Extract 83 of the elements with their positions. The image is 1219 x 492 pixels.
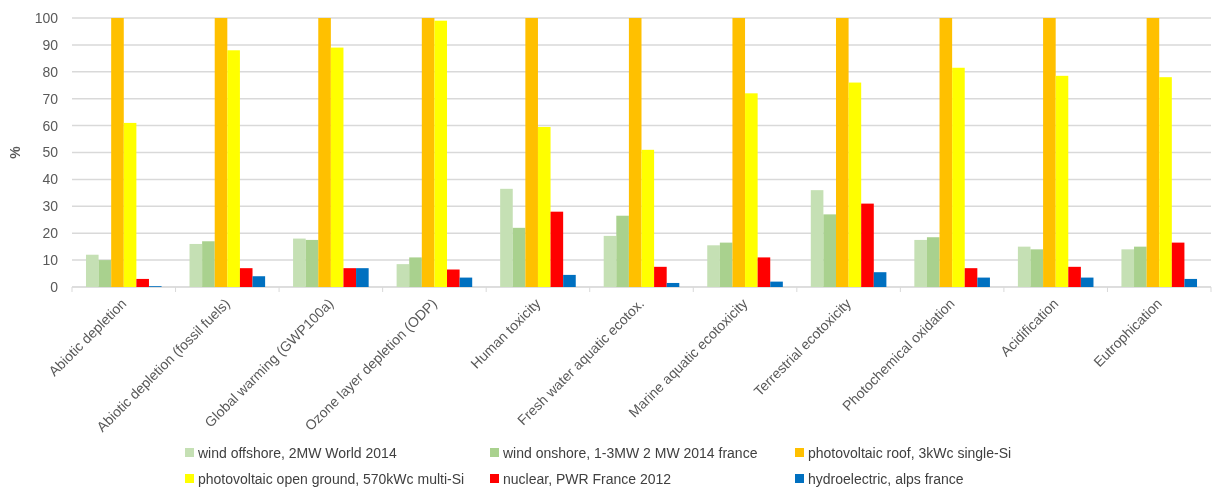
bar — [421, 18, 435, 287]
bar — [305, 239, 319, 287]
bar — [459, 277, 473, 287]
bar — [1068, 266, 1081, 287]
y-tick-label: 90 — [42, 36, 59, 53]
bar — [977, 277, 990, 287]
legend-label: photovoltaic roof, 3kWc single-Si — [808, 445, 1012, 461]
bar — [719, 242, 733, 287]
bar — [732, 18, 746, 287]
y-axis-title: % — [7, 145, 23, 159]
y-tick-label: 10 — [42, 252, 59, 268]
bar — [952, 67, 965, 287]
bar — [810, 190, 824, 287]
bar — [123, 122, 137, 287]
bar — [202, 241, 215, 287]
bar — [396, 264, 410, 287]
bar — [525, 18, 538, 287]
y-tick-label: 60 — [42, 117, 59, 134]
y-tick-label: 80 — [42, 63, 59, 80]
y-tick-label: 30 — [42, 198, 59, 215]
bar — [628, 18, 642, 287]
bar — [1043, 18, 1056, 287]
bar — [707, 245, 720, 287]
bar — [603, 235, 617, 287]
bar — [835, 18, 849, 287]
bar — [500, 188, 513, 287]
y-tick-label: 40 — [42, 171, 59, 188]
legend-label: hydroelectric, alps france — [808, 471, 964, 487]
bar — [293, 238, 306, 287]
bar — [1030, 249, 1044, 287]
bar — [1080, 277, 1094, 287]
bar — [1184, 278, 1198, 287]
bar — [1055, 75, 1069, 287]
bar — [757, 257, 771, 287]
bar — [252, 276, 266, 287]
bar — [330, 47, 344, 287]
bar — [926, 237, 940, 287]
bar — [318, 18, 331, 287]
bar — [563, 274, 576, 287]
y-tick-label: 0 — [50, 278, 59, 295]
bar — [537, 126, 551, 287]
bar — [434, 20, 448, 287]
bar — [356, 268, 369, 287]
bar — [745, 93, 758, 287]
bar — [964, 268, 978, 287]
y-tick-label: 20 — [42, 225, 59, 242]
bar — [111, 18, 124, 287]
bar — [1146, 18, 1160, 287]
legend-label: wind offshore, 2MW World 2014 — [197, 445, 397, 461]
bar — [1159, 77, 1172, 287]
bar — [823, 214, 836, 287]
bar — [239, 268, 253, 287]
bar — [666, 282, 680, 287]
bar — [447, 269, 460, 287]
bar — [409, 257, 422, 287]
bar — [227, 50, 240, 287]
bar — [512, 227, 526, 287]
y-tick-label: 50 — [42, 144, 59, 161]
bar — [1121, 249, 1135, 287]
bar — [550, 211, 564, 287]
legend-label: photovoltaic open ground, 570kWc multi-Si — [198, 471, 465, 487]
bar — [914, 239, 927, 287]
bar — [1171, 242, 1185, 287]
bar — [770, 281, 783, 287]
bar — [641, 149, 655, 287]
bar — [98, 260, 112, 287]
bar — [1017, 246, 1031, 287]
bar — [848, 82, 862, 287]
bar — [861, 203, 874, 287]
bar — [873, 272, 887, 287]
bar — [939, 18, 953, 287]
bar — [214, 18, 228, 287]
y-tick-label: 100 — [34, 9, 59, 26]
bar — [343, 268, 357, 287]
bar — [85, 254, 99, 287]
bar — [654, 266, 667, 287]
bar — [136, 278, 149, 287]
legend-label: wind onshore, 1-3MW 2 MW 2014 france — [502, 445, 758, 461]
bar — [616, 215, 629, 287]
bar — [1134, 246, 1147, 287]
y-tick-label: 70 — [42, 90, 59, 107]
legend-label: nuclear, PWR France 2012 — [503, 471, 672, 487]
bar — [189, 243, 203, 287]
